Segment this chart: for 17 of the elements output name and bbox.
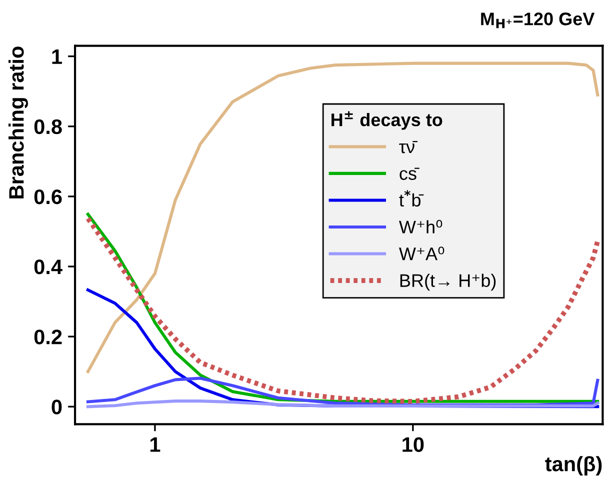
y-tick-label: 0.8 <box>34 119 62 134</box>
y-tick-label: 1 <box>52 50 62 64</box>
chart-title: M$_{H⁺}$=120 GeV <box>481 12 595 28</box>
legend-label: W⁺h⁰ <box>399 220 442 234</box>
x-tick-label: 10 <box>402 437 424 452</box>
y-tick-label: 0.6 <box>34 189 62 204</box>
legend-label: W⁺A⁰ <box>399 246 444 260</box>
x-axis-title: tan(β) <box>545 456 602 476</box>
legend-label: τν̄ <box>399 141 418 154</box>
legend-title: H$^{±}$ decays to <box>332 111 442 130</box>
y-tick-label: 0 <box>52 400 62 414</box>
legend-label: t$^{*}$b̄ <box>399 190 424 207</box>
y-tick-label: 0.4 <box>34 260 62 274</box>
legend-label: cs̄ <box>400 168 420 180</box>
y-axis-title: Branching ratio <box>8 46 28 198</box>
y-tick-label: 0.2 <box>34 330 62 344</box>
legend-label: BR(t→ H⁺b) <box>400 274 496 291</box>
